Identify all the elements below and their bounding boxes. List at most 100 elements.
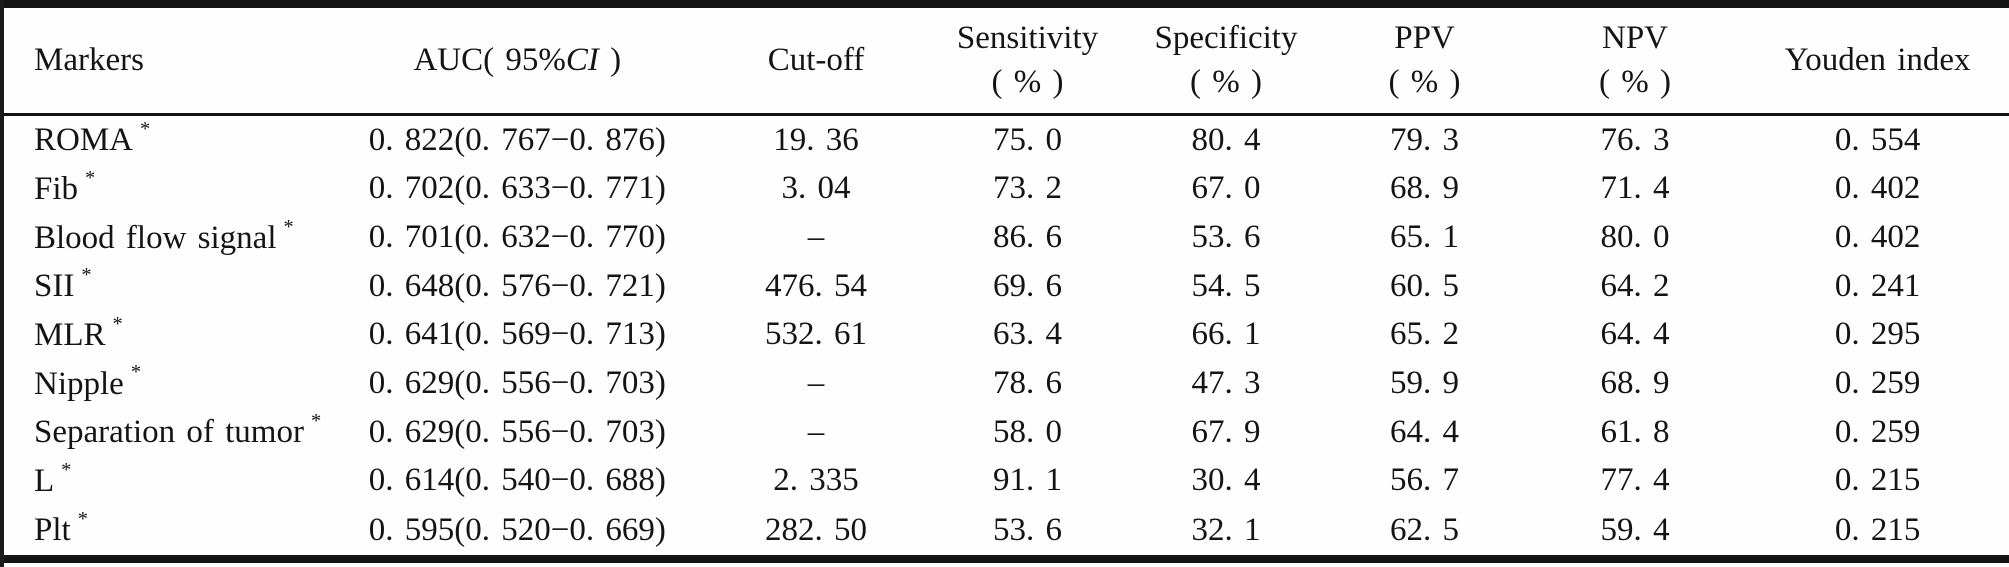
npv-cell: 59. 4 (1600, 511, 1670, 548)
table-row: Blood flow signal * 0. 701(0. 632−0. 770)… (4, 213, 2009, 262)
specificity-unit: ( % ) (1190, 64, 1262, 101)
col-header-youden-label: Youden index (1784, 41, 1971, 78)
results-table: Markers AUC( 95%CI ) Cut-off Sensitivity… (4, 0, 2009, 563)
marker-name: Nipple (34, 365, 124, 402)
col-header-cutoff: Cut-off (703, 4, 929, 116)
npv-cell: 77. 4 (1600, 462, 1670, 499)
auc-cell: 0. 629(0. 556−0. 703) (368, 413, 666, 450)
sensitivity-cell: 58. 0 (993, 413, 1063, 450)
marker-name: Separation of tumor (34, 414, 304, 451)
npv-cell: 76. 3 (1600, 121, 1670, 158)
npv-cell: 71. 4 (1600, 170, 1670, 207)
marker-cell: L * (4, 457, 331, 506)
youden-cell: 0. 402 (1834, 170, 1921, 207)
ppv-label: PPV (1394, 19, 1455, 56)
npv-cell: 64. 4 (1600, 316, 1670, 353)
ppv-cell: 59. 9 (1389, 365, 1459, 402)
significance-asterisk: * (140, 117, 151, 140)
youden-cell: 0. 215 (1834, 462, 1921, 499)
marker-name: L (34, 462, 55, 499)
col-header-auc-label: AUC( 95%CI ) (413, 41, 622, 78)
sensitivity-cell: 53. 6 (993, 511, 1063, 548)
npv-cell: 61. 8 (1600, 413, 1670, 450)
cutoff-cell: 3. 04 (781, 170, 851, 207)
auc-cell: 0. 648(0. 576−0. 721) (368, 267, 666, 304)
table-header: Markers AUC( 95%CI ) Cut-off Sensitivity… (4, 4, 2009, 116)
sensitivity-cell: 91. 1 (993, 462, 1063, 499)
marker-cell: SII * (4, 262, 331, 311)
ppv-cell: 65. 1 (1389, 219, 1459, 256)
cutoff-cell: – (807, 413, 825, 450)
specificity-cell: 32. 1 (1191, 511, 1261, 548)
sensitivity-cell: 63. 4 (993, 316, 1063, 353)
specificity-cell: 53. 6 (1191, 219, 1261, 256)
youden-cell: 0. 259 (1834, 413, 1921, 450)
significance-asterisk: * (85, 166, 96, 189)
header-row: Markers AUC( 95%CI ) Cut-off Sensitivity… (4, 4, 2009, 116)
cutoff-cell: 282. 50 (765, 511, 867, 548)
youden-cell: 0. 554 (1834, 121, 1921, 158)
specificity-cell: 67. 0 (1191, 170, 1261, 207)
sensitivity-cell: 73. 2 (993, 170, 1063, 207)
col-header-npv: NPV ( % ) (1523, 4, 1747, 116)
marker-name: SII (34, 268, 75, 305)
sensitivity-cell: 86. 6 (993, 219, 1063, 256)
significance-asterisk: * (283, 215, 294, 238)
significance-asterisk: * (130, 361, 142, 384)
auc-cell: 0. 641(0. 569−0. 713) (368, 316, 666, 353)
col-header-markers-label: Markers (34, 41, 144, 78)
significance-asterisk: * (61, 458, 72, 481)
sensitivity-unit: ( % ) (991, 64, 1064, 101)
npv-unit: ( % ) (1599, 64, 1671, 101)
marker-cell: ROMA * (4, 114, 331, 165)
cutoff-cell: 19. 36 (773, 121, 859, 158)
table-row: MLR * 0. 641(0. 569−0. 713) 532. 61 63. 4… (4, 311, 2009, 360)
ppv-cell: 64. 4 (1389, 413, 1459, 450)
youden-cell: 0. 215 (1834, 511, 1921, 548)
cutoff-cell: – (807, 219, 825, 256)
col-header-markers: Markers (4, 4, 331, 116)
marker-cell: Nipple * (4, 359, 331, 408)
marker-name: MLR (34, 316, 106, 353)
sensitivity-cell: 69. 6 (993, 267, 1063, 304)
col-header-ppv: PPV ( % ) (1325, 4, 1524, 116)
marker-name: ROMA (34, 122, 134, 159)
specificity-cell: 30. 4 (1191, 462, 1261, 499)
auc-cell: 0. 701(0. 632−0. 770) (368, 219, 666, 256)
auc-cell: 0. 702(0. 633−0. 771) (368, 170, 666, 207)
table-row: Separation of tumor * 0. 629(0. 556−0. 70… (4, 408, 2009, 457)
significance-asterisk: * (112, 312, 123, 335)
auc-cell: 0. 595(0. 520−0. 669) (368, 511, 666, 548)
col-header-cutoff-label: Cut-off (767, 41, 865, 78)
marker-cell: Separation of tumor * (4, 408, 331, 457)
auc-cell: 0. 614(0. 540−0. 688) (368, 462, 666, 499)
sensitivity-cell: 78. 6 (993, 365, 1063, 402)
ppv-cell: 65. 2 (1389, 316, 1459, 353)
table-row: Plt * 0. 595(0. 520−0. 669) 282. 50 53. 6… (4, 505, 2009, 559)
marker-cell: Blood flow signal * (4, 213, 331, 262)
sensitivity-label: Sensitivity (956, 19, 1099, 56)
specificity-label: Specificity (1154, 19, 1298, 56)
table-row: ROMA * 0. 822(0. 767−0. 876) 19. 36 75. 0… (4, 114, 2009, 165)
col-header-sensitivity: Sensitivity ( % ) (928, 4, 1127, 116)
table-row: L * 0. 614(0. 540−0. 688) 2. 335 91. 1 30… (4, 457, 2009, 506)
cutoff-cell: – (807, 365, 825, 402)
marker-name: Blood flow signal (34, 219, 277, 256)
table-row: SII * 0. 648(0. 576−0. 721) 476. 54 69. 6… (4, 262, 2009, 311)
youden-cell: 0. 295 (1834, 316, 1921, 353)
specificity-cell: 80. 4 (1191, 121, 1261, 158)
npv-label: NPV (1601, 19, 1669, 56)
ppv-cell: 60. 5 (1389, 267, 1459, 304)
marker-name: Fib (34, 170, 79, 207)
table-body: ROMA * 0. 822(0. 767−0. 876) 19. 36 75. 0… (4, 114, 2009, 559)
scan-edge-artifact (0, 0, 4, 567)
npv-cell: 80. 0 (1600, 219, 1670, 256)
col-header-specificity: Specificity ( % ) (1126, 4, 1326, 116)
ppv-cell: 62. 5 (1389, 511, 1459, 548)
col-header-youden: Youden index (1746, 4, 2009, 116)
ci-italic: CI (565, 41, 599, 78)
youden-cell: 0. 259 (1834, 365, 1921, 402)
cutoff-cell: 532. 61 (765, 316, 867, 353)
ppv-cell: 79. 3 (1389, 121, 1459, 158)
